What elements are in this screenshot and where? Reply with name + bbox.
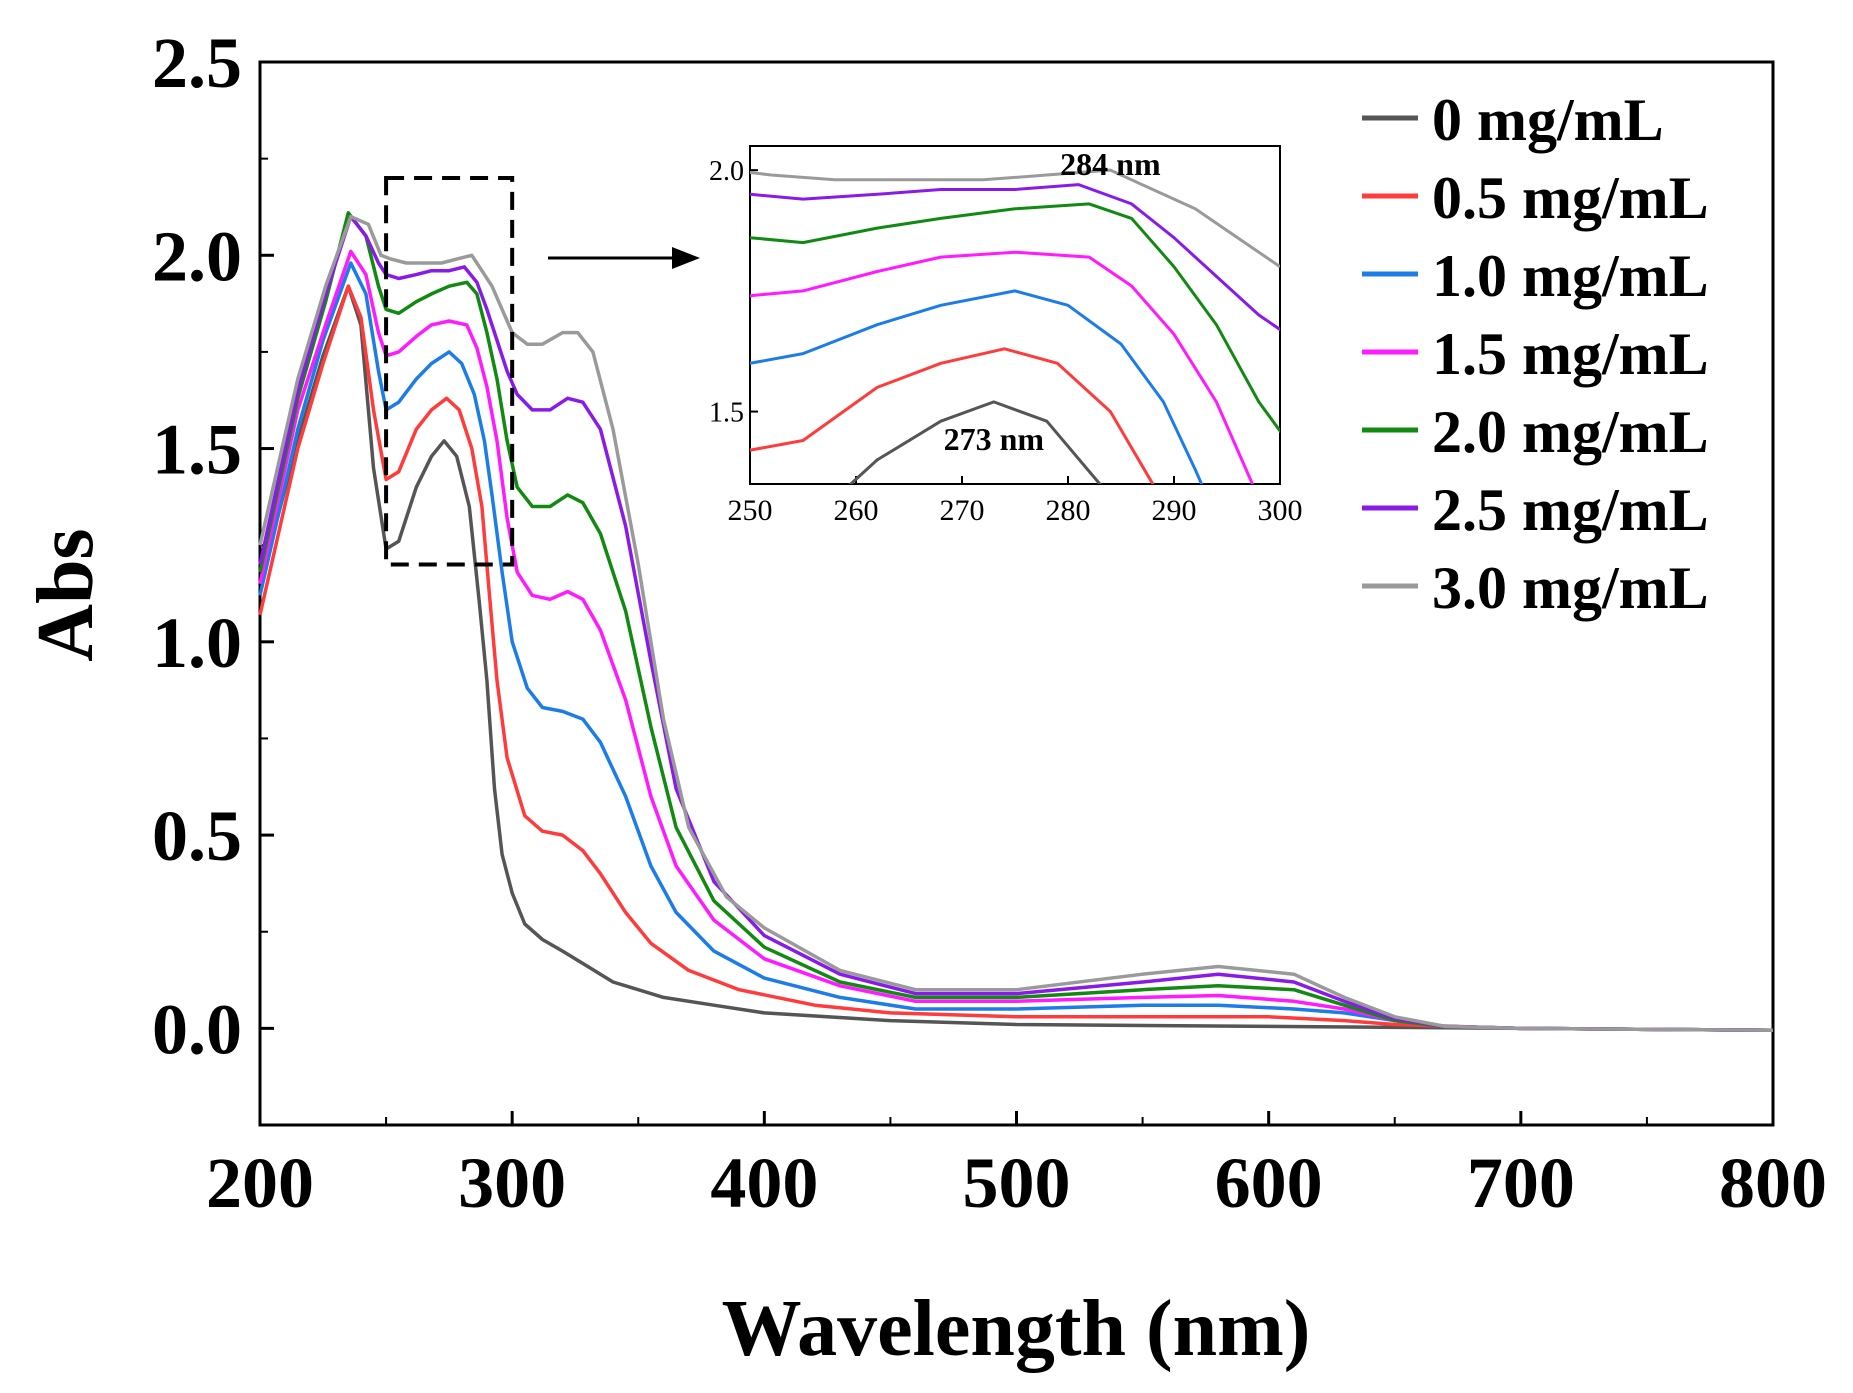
y-tick-label: 2.0	[152, 216, 242, 296]
y-tick-label: 2.5	[152, 23, 242, 103]
inset-ticks: 250 260 270 280 290 300 1.5 2.0	[709, 156, 1303, 527]
inset-x-tick-label: 280	[1046, 494, 1091, 527]
inset-x-tick-label: 250	[728, 494, 773, 527]
series-line	[258, 214, 1774, 1033]
inset-annotation: 273 nm	[944, 421, 1045, 457]
legend-label: 1.5 mg/mL	[1432, 321, 1709, 387]
inset-y-tick-label: 2.0	[709, 156, 744, 187]
zoom-region-box	[384, 175, 515, 567]
x-tick-label: 400	[710, 1143, 818, 1223]
y-axis-title: Abs	[22, 528, 110, 661]
inset-series-line	[750, 289, 1204, 484]
inset-series-line	[750, 250, 1255, 484]
inset-annotation: 284 nm	[1060, 146, 1161, 182]
y-axis-ticks: 0.0 0.5 1.0 1.5 2.0 2.5	[152, 23, 274, 1126]
inset-series-line	[750, 347, 1155, 484]
series-line	[258, 261, 1774, 1033]
legend-label: 0 mg/mL	[1432, 87, 1664, 153]
legend-label: 0.5 mg/mL	[1432, 165, 1709, 231]
zoom-arrow-head-icon	[672, 247, 700, 269]
x-axis-ticks: 200 300 400 500 600 700 800	[206, 1111, 1827, 1223]
series-lines	[258, 211, 1774, 1033]
x-tick-label: 300	[458, 1143, 566, 1223]
series-line	[258, 284, 1774, 1033]
series-line	[258, 211, 1774, 1033]
x-tick-label: 200	[206, 1143, 314, 1223]
legend: 0 mg/mL 0.5 mg/mL 1.0 mg/mL 1.5 mg/mL 2.0 mg…	[1362, 87, 1709, 621]
inset-x-tick-label: 300	[1258, 494, 1303, 527]
y-tick-label: 1.0	[152, 603, 242, 683]
x-tick-label: 500	[963, 1143, 1071, 1223]
inset-series-line	[750, 168, 1280, 268]
inset-x-tick-label: 260	[834, 494, 879, 527]
inset-x-tick-label: 290	[1152, 494, 1197, 527]
series-line	[258, 284, 1774, 1033]
inset-annotations: 284 nm 273 nm	[944, 146, 1161, 457]
y-tick-label: 0.5	[152, 796, 242, 876]
series-line	[258, 249, 1774, 1033]
inset-series-line	[750, 183, 1280, 332]
x-axis-title: Wavelength (nm)	[722, 1285, 1311, 1373]
legend-label: 2.5 mg/mL	[1432, 477, 1709, 543]
x-tick-label: 600	[1215, 1143, 1323, 1223]
inset-series-line	[848, 400, 1102, 484]
legend-label: 3.0 mg/mL	[1432, 555, 1709, 621]
series-line	[258, 214, 1774, 1033]
inset-frame	[749, 145, 1281, 485]
inset-series-lines	[750, 168, 1280, 484]
y-tick-label: 1.5	[152, 410, 242, 490]
inset-chart: 250 260 270 280 290 300 1.5 2.0 284 nm 273 nm	[709, 145, 1303, 527]
inset-y-tick-label: 1.5	[709, 398, 744, 429]
legend-label: 2.0 mg/mL	[1432, 399, 1709, 465]
y-tick-label: 0.0	[152, 989, 242, 1069]
inset-series-line	[750, 202, 1280, 434]
legend-label: 1.0 mg/mL	[1432, 243, 1709, 309]
x-tick-label: 700	[1467, 1143, 1575, 1223]
x-tick-label: 800	[1719, 1143, 1827, 1223]
inset-x-tick-label: 270	[940, 494, 985, 527]
